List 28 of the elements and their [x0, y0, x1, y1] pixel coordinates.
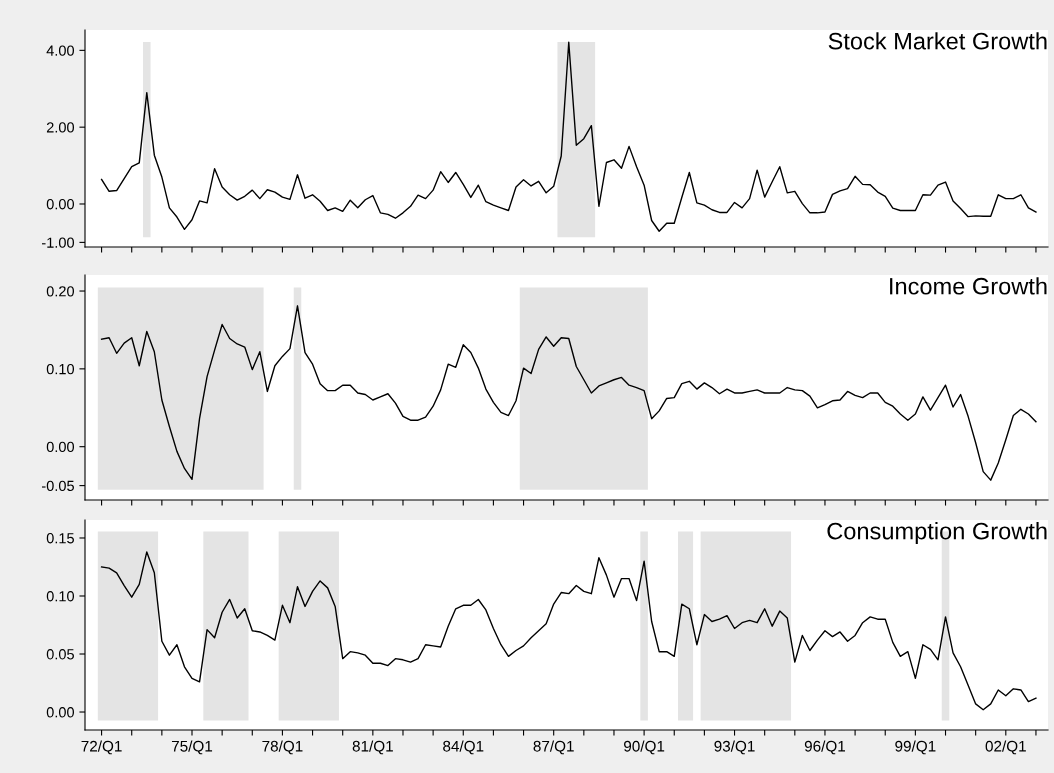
x-tick-label: 90/Q1 [624, 740, 665, 755]
y-tick-label: -0.05 [41, 480, 74, 492]
x-tick-label: 72/Q1 [81, 740, 122, 755]
chart-title: Income Growth [890, 277, 1047, 295]
x-tick-label: 75/Q1 [171, 740, 213, 755]
y-tick-label: 0.15 [46, 533, 74, 544]
y-tick-label: 0.10 [46, 591, 75, 602]
y-tick-label: 0.00 [46, 707, 75, 718]
y-tick-label: 0.20 [46, 286, 75, 297]
chart-title: Stock Market Growth [828, 32, 1047, 50]
y-tick-label: 4.00 [46, 45, 75, 56]
y-tick-label: 2.00 [46, 122, 75, 133]
x-tick-label: 99/Q1 [895, 740, 936, 755]
line-series [100, 305, 1037, 481]
y-tick-label: 0.00 [46, 199, 75, 210]
y-tick-label: 0.05 [46, 649, 74, 660]
x-tick-label: 81/Q1 [352, 740, 393, 755]
x-tick-label: 93/Q1 [714, 740, 755, 755]
x-tick-label: 02/Q1 [985, 740, 1026, 755]
y-tick-label: 0.10 [46, 363, 75, 375]
y-tick-label: 0.00 [46, 441, 75, 453]
x-tick-label: 84/Q1 [443, 740, 484, 755]
x-tick-label: 78/Q1 [262, 740, 303, 755]
x-tick-label: 87/Q1 [533, 740, 574, 755]
y-tick-label: -1.00 [41, 237, 75, 248]
line-series [100, 551, 1037, 711]
x-tick-label: 96/Q1 [804, 740, 846, 755]
chart-title: Consumption Growth [827, 522, 1047, 545]
